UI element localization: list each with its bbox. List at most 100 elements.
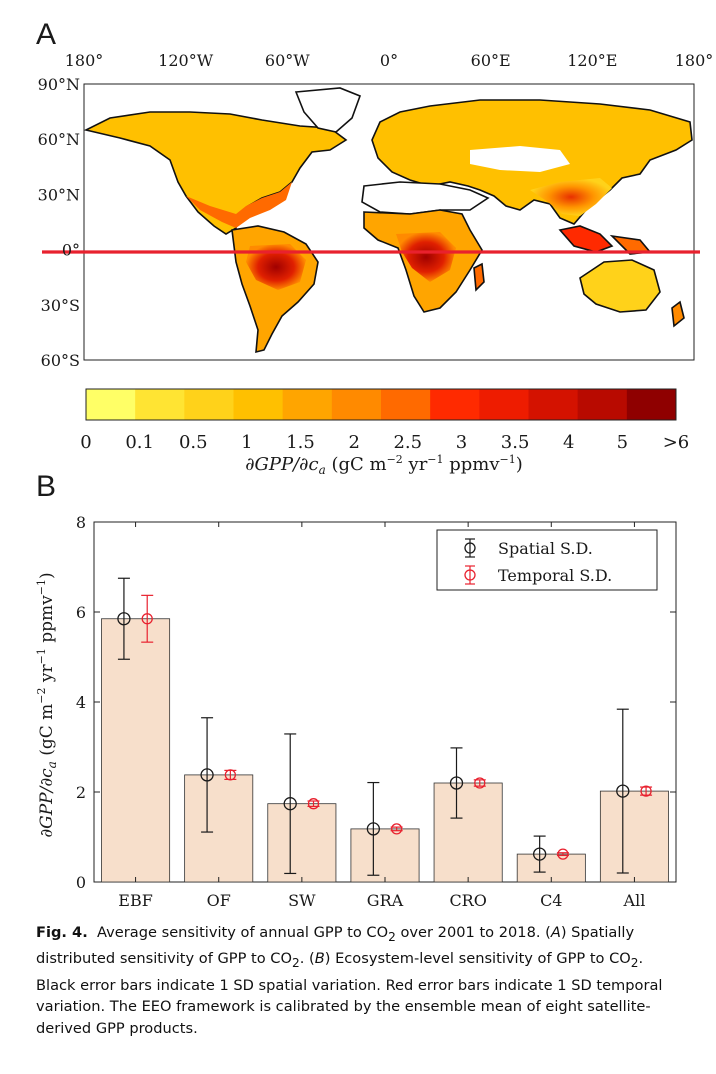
colorbar-tick-label: 1.5 — [286, 432, 315, 453]
bar-gra — [350, 828, 420, 883]
colorbar-cell — [626, 389, 677, 420]
lon-tick-label: 120°E — [567, 51, 617, 70]
caption-text-1: Average sensitivity of annual GPP to CO — [97, 924, 389, 941]
colorbar-cell — [528, 389, 579, 420]
bar-chart: 0 2 4 6 8 EBF OF SW GRA CRO C4 All ∂GPP/∂ca (gC m−… — [35, 513, 677, 910]
bar-all — [599, 790, 669, 883]
lat-tick-label: 60°N — [38, 130, 80, 149]
temporal-errorbar — [390, 823, 403, 835]
caption-sub-2: 2 — [292, 956, 300, 971]
lon-tick-label: 120°W — [158, 51, 214, 70]
spatial-errorbar — [283, 733, 297, 875]
x-tick-label: CRO — [449, 891, 486, 910]
y-axis-label: ∂GPP/∂ca (gC m−2 yr−1 ppmv−1) — [35, 572, 59, 837]
legend-label: Temporal S.D. — [498, 566, 612, 585]
temporal-mean-marker — [474, 777, 486, 789]
greenland — [294, 87, 362, 133]
spatial-errorbar — [616, 708, 630, 874]
spatial-mean-marker — [532, 847, 547, 861]
figure-caption: Fig. 4. Average sensitivity of annual GP… — [36, 922, 684, 1039]
colorbar-cell — [184, 389, 234, 420]
temporal-mean-marker — [307, 798, 320, 810]
lon-tick-label: 60°E — [471, 51, 511, 70]
spatial-mean-marker — [117, 612, 131, 626]
spatial-errorbar — [449, 747, 464, 819]
spatial-errorbar — [366, 781, 381, 876]
lat-tick-label: 30°S — [41, 296, 80, 315]
legend-entry: Spatial S.D. — [464, 538, 593, 558]
colorbar-tick-label: 4 — [563, 432, 574, 453]
colorbar-tick-label: 0.1 — [125, 432, 154, 453]
colorbar-cell — [86, 389, 136, 420]
world-map: 180° 120°W 60°W 0° 60°E 120°E 180° 90°N 60°N 30°… — [38, 51, 714, 370]
caption-ref-a: A — [550, 924, 561, 941]
y-tick-label: 0 — [76, 873, 86, 892]
lon-tick-label: 180° — [65, 51, 104, 70]
lon-tick-label: 0° — [380, 51, 398, 70]
lat-tick-label: 0° — [62, 241, 80, 260]
y-tick-label: 2 — [76, 783, 86, 802]
colorbar-cell — [233, 389, 284, 420]
y-tick-label: 4 — [76, 693, 86, 712]
temporal-errorbar — [473, 777, 486, 789]
colorbar-cell — [282, 389, 333, 420]
panel-a-label: A — [36, 18, 57, 51]
temporal-mean-marker — [640, 785, 652, 797]
temporal-errorbar — [640, 785, 653, 797]
spatial-mean-marker — [366, 822, 381, 836]
x-tick-label: All — [623, 891, 646, 910]
caption-sub-1: 2 — [388, 929, 396, 944]
colorbar-tick-label: >6 — [663, 432, 690, 453]
x-tick-label: OF — [207, 891, 231, 910]
temporal-mean-marker — [390, 823, 403, 835]
bar-sw — [267, 803, 337, 883]
spatial-errorbar — [117, 577, 131, 660]
y-tick-label: 8 — [76, 513, 86, 532]
colorbar-tick-label: 0 — [80, 432, 91, 453]
colorbar-tick-label: 0.5 — [179, 432, 208, 453]
lat-tick-label: 90°N — [38, 75, 80, 94]
spatial-mean-marker — [283, 797, 297, 811]
continents — [83, 87, 693, 354]
x-tick-label: GRA — [367, 891, 404, 910]
temporal-mean-marker — [141, 613, 153, 625]
temporal-mean-marker — [224, 769, 237, 781]
lat-tick-label: 30°N — [38, 185, 80, 204]
temporal-errorbar — [141, 594, 154, 643]
panel-b-label: B — [36, 470, 57, 503]
lon-tick-label: 180° — [675, 51, 714, 70]
caption-text-3: ) Spatially distributed sensitivity of G… — [36, 924, 635, 968]
temporal-errorbar — [307, 798, 320, 810]
caption-sub-3: 2 — [630, 956, 639, 971]
spatial-mean-marker — [200, 768, 214, 782]
colorbar-cell — [479, 389, 529, 420]
caption-text-2: over 2001 to 2018. ( — [395, 924, 551, 941]
x-tick-label: C4 — [540, 891, 562, 910]
bar-of — [184, 774, 254, 883]
lon-tick-label: 60°W — [265, 51, 310, 70]
temporal-mean-marker — [557, 848, 569, 860]
colorbar-cell — [135, 389, 185, 420]
x-tick-label: EBF — [118, 891, 153, 910]
lat-tick-label: 60°S — [41, 351, 80, 370]
colorbar-cell — [381, 389, 431, 420]
colorbar: 0 0.1 0.5 1 1.5 2 2.5 3 3.5 4 5 >6 ∂GPP/∂ca (gC m−2… — [80, 388, 690, 477]
spatial-errorbar — [200, 717, 214, 833]
caption-ref-b: B — [314, 950, 325, 968]
legend: Spatial S.D. Temporal S.D. — [436, 529, 658, 591]
legend-entry: Temporal S.D. — [464, 565, 612, 585]
spatial-mean-marker — [449, 776, 464, 790]
x-tick-label: SW — [288, 891, 316, 910]
temporal-errorbar — [224, 769, 237, 781]
caption-text-5: ) Ecosystem-level sensitivity of GPP to … — [324, 950, 631, 968]
colorbar-label: ∂GPP/∂ca (gC m−2 yr−1 ppmv−1) — [245, 453, 523, 477]
colorbar-tick-label: 2.5 — [393, 432, 422, 453]
australia — [579, 259, 661, 313]
colorbar-cell — [331, 389, 382, 420]
spatial-mean-marker — [616, 784, 630, 798]
legend-label: Spatial S.D. — [498, 539, 593, 558]
colorbar-tick-label: 3.5 — [501, 432, 530, 453]
temporal-errorbar — [556, 848, 569, 860]
colorbar-tick-label: 5 — [617, 432, 628, 453]
colorbar-tick-label: 3 — [456, 432, 467, 453]
